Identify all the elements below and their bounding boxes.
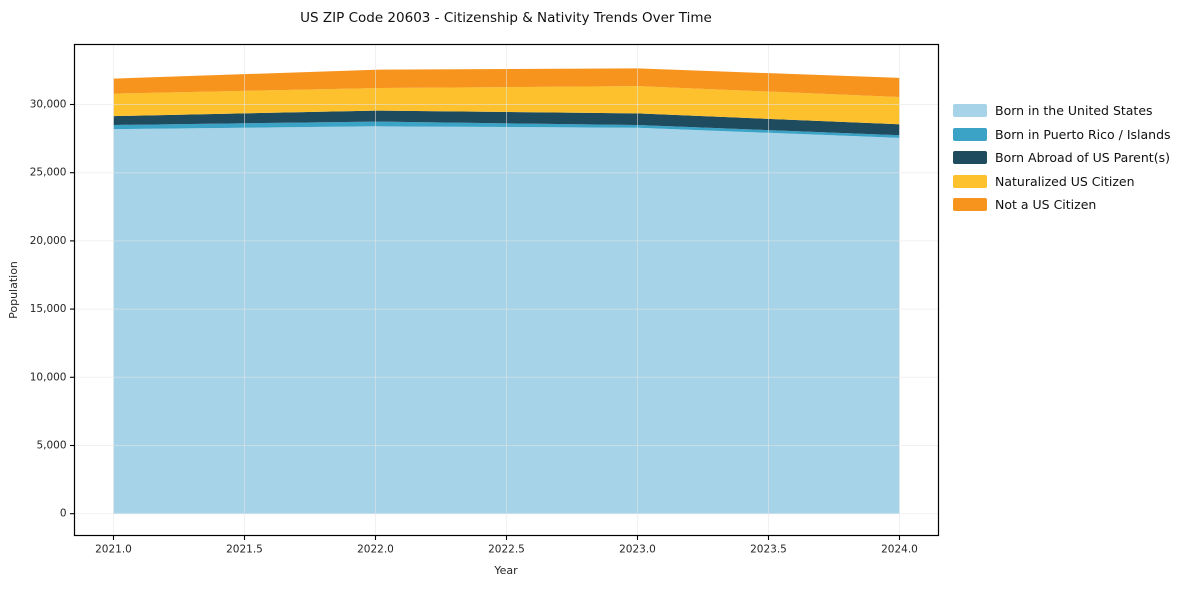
- axis-tick-labels: 0 5,000 10,000 15,000 20,000 25,000 30,000 2021…: [30, 99, 918, 556]
- legend-swatch-born-abroad: [953, 151, 987, 164]
- y-tick-label: 5,000: [36, 440, 66, 452]
- y-tick-label: 30,000: [30, 99, 67, 111]
- x-axis-label: Year: [493, 564, 518, 577]
- legend-swatch-born-us: [953, 104, 987, 117]
- legend-item: Naturalized US Citizen: [953, 173, 1171, 189]
- legend-label: Born in Puerto Rico / Islands: [995, 126, 1171, 142]
- legend-item: Born Abroad of US Parent(s): [953, 150, 1171, 165]
- x-tick-label: 2021.0: [95, 544, 132, 556]
- x-tick-label: 2023.5: [750, 544, 787, 556]
- gridlines: [74, 44, 939, 536]
- x-tick-label: 2024.0: [881, 544, 918, 556]
- x-tick-label: 2022.0: [357, 544, 394, 556]
- axis-ticks: [70, 103, 901, 540]
- legend-label: Naturalized US Citizen: [995, 173, 1135, 189]
- y-axis-label: Population: [7, 261, 20, 319]
- legend-label: Not a US Citizen: [995, 197, 1097, 212]
- x-tick-label: 2022.5: [488, 544, 525, 556]
- legend-swatch-puerto-rico: [953, 127, 987, 141]
- legend-item: Not a US Citizen: [953, 197, 1171, 212]
- y-tick-label: 20,000: [30, 235, 67, 247]
- legend-swatch-not-citizen: [953, 198, 987, 211]
- legend-label: Born Abroad of US Parent(s): [995, 150, 1170, 165]
- legend-item: Born in Puerto Rico / Islands: [953, 126, 1171, 142]
- y-tick-label: 0: [60, 508, 67, 520]
- legend-swatch-naturalized: [953, 174, 987, 188]
- y-tick-label: 25,000: [30, 167, 67, 179]
- area-series-1: [113, 121, 900, 138]
- y-tick-label: 15,000: [30, 303, 67, 315]
- legend: Born in the United States Born in Puerto…: [953, 103, 1171, 222]
- legend-label: Born in the United States: [995, 103, 1153, 118]
- chart-title: US ZIP Code 20603 - Citizenship & Nativi…: [300, 10, 712, 26]
- plot-border: [73, 43, 940, 537]
- x-tick-label: 2021.5: [226, 544, 263, 556]
- y-tick-label: 10,000: [30, 371, 67, 383]
- x-tick-label: 2023.0: [619, 544, 656, 556]
- legend-item: Born in the United States: [953, 103, 1171, 118]
